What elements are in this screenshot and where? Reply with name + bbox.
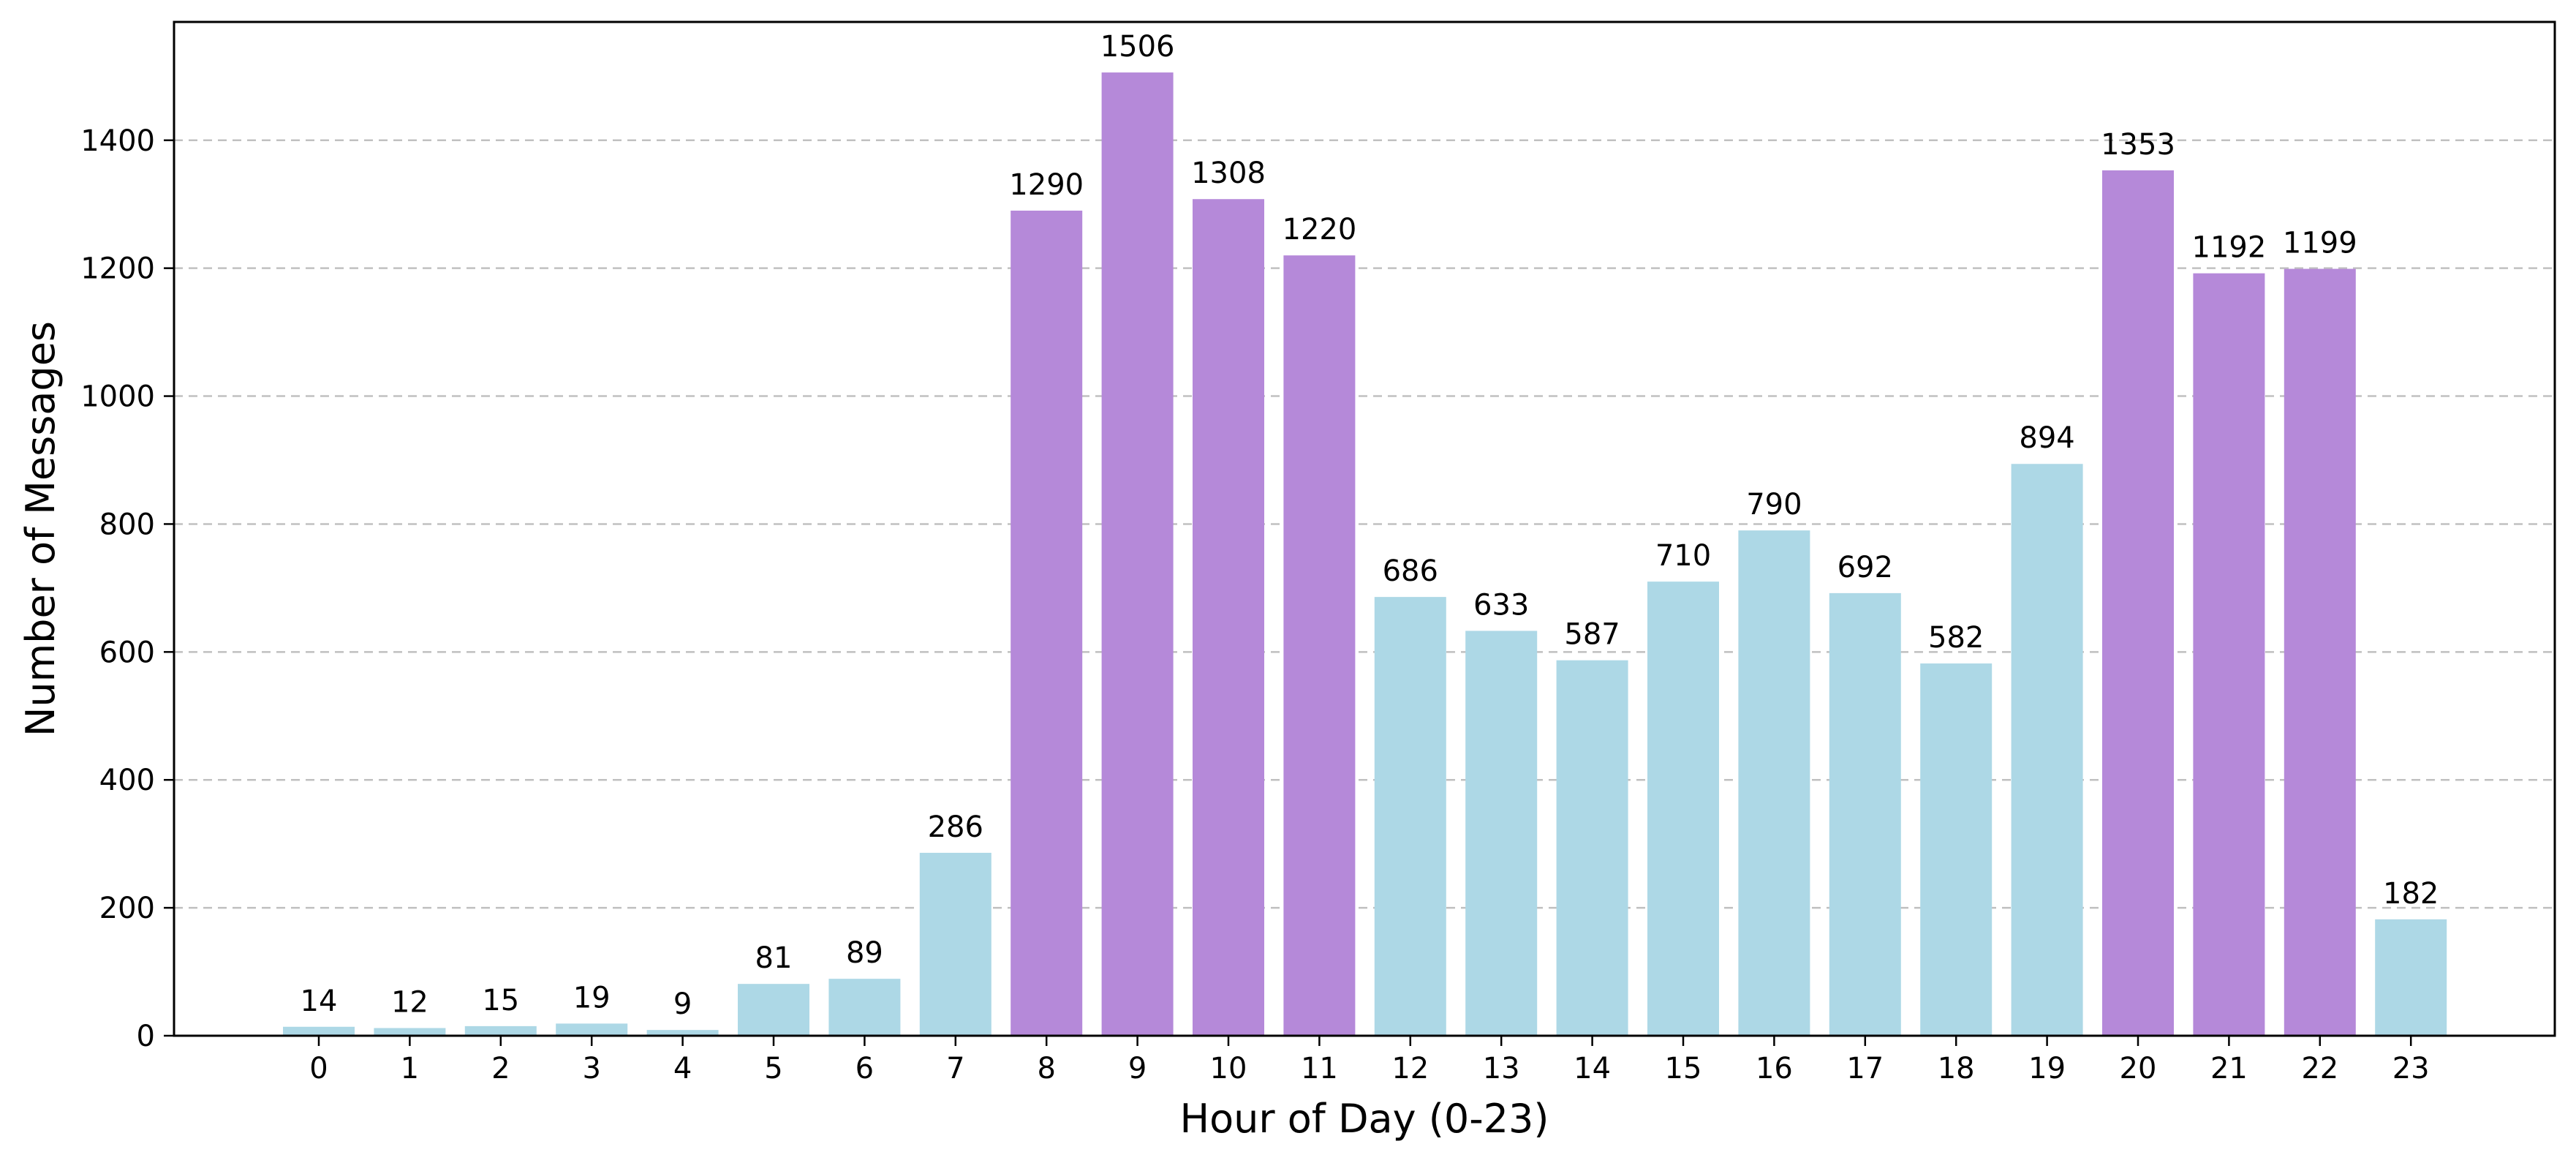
x-tick-label: 1: [401, 1052, 419, 1085]
bar-hour-13: [1465, 631, 1538, 1036]
x-axis-title: Hour of Day (0-23): [1180, 1096, 1549, 1142]
value-label: 710: [1655, 539, 1711, 573]
value-label: 633: [1473, 588, 1529, 622]
value-label: 9: [673, 987, 692, 1021]
x-tick-label: 13: [1483, 1052, 1520, 1085]
bar-hour-14: [1556, 660, 1628, 1036]
value-label: 587: [1564, 618, 1620, 652]
y-tick-label: 600: [99, 636, 155, 669]
x-tick-label: 11: [1301, 1052, 1338, 1085]
y-axis-ticks: 0 200 400 600 800 1000 1200 1400: [80, 124, 174, 1053]
bar-hour-12: [1374, 597, 1446, 1036]
x-tick-label: 21: [2210, 1052, 2248, 1085]
value-labels: 14 12 15 19 9 81 89 286 1290 1506 1308 1220 686 633 58…: [301, 30, 2439, 1021]
y-axis-title: Number of Messages: [18, 321, 64, 737]
value-label: 81: [755, 941, 793, 975]
x-tick-label: 5: [764, 1052, 782, 1085]
bar-hour-4: [646, 1030, 719, 1036]
value-label: 692: [1837, 551, 1893, 584]
value-label: 686: [1383, 554, 1438, 588]
bar-hour-11: [1283, 255, 1356, 1036]
x-tick-label: 14: [1574, 1052, 1611, 1085]
bar-hour-20: [2102, 170, 2174, 1036]
x-tick-label: 17: [1846, 1052, 1884, 1085]
value-label: 286: [928, 810, 983, 844]
bar-hour-16: [1738, 530, 1810, 1036]
x-tick-label: 6: [855, 1052, 874, 1085]
value-label: 15: [482, 984, 519, 1017]
x-tick-label: 12: [1391, 1052, 1429, 1085]
value-label: 1308: [1191, 157, 1266, 190]
y-tick-label: 1000: [80, 380, 155, 414]
x-tick-label: 3: [582, 1052, 600, 1085]
value-label: 12: [391, 986, 428, 1020]
value-label: 1220: [1283, 213, 1357, 246]
bar-hour-23: [2375, 919, 2447, 1036]
x-tick-label: 9: [1128, 1052, 1147, 1085]
x-tick-label: 16: [1756, 1052, 1793, 1085]
bar-hour-19: [2011, 464, 2083, 1036]
value-label: 894: [2019, 421, 2074, 455]
y-tick-label: 0: [137, 1020, 155, 1053]
value-label: 19: [573, 981, 611, 1015]
value-label: 1290: [1009, 168, 1084, 202]
value-label: 1192: [2192, 231, 2267, 265]
bar-hour-3: [556, 1023, 628, 1036]
y-tick-label: 400: [99, 764, 155, 797]
bar-hour-10: [1193, 199, 1264, 1036]
bar-hour-0: [283, 1026, 355, 1036]
bar-hour-8: [1011, 210, 1083, 1036]
x-tick-label: 8: [1037, 1052, 1055, 1085]
bar-hour-7: [919, 852, 992, 1036]
bars: [283, 72, 2447, 1036]
x-tick-label: 4: [673, 1052, 692, 1085]
grid-lines: [174, 139, 2555, 909]
bar-hour-2: [464, 1025, 537, 1036]
bar-hour-22: [2284, 268, 2356, 1036]
bar-hour-18: [1920, 663, 1993, 1036]
bar-hour-9: [1101, 72, 1174, 1036]
y-tick-label: 1200: [80, 252, 155, 286]
x-tick-label: 10: [1210, 1052, 1247, 1085]
x-tick-label: 22: [2301, 1052, 2338, 1085]
x-tick-label: 20: [2120, 1052, 2157, 1085]
bar-hour-6: [828, 979, 901, 1036]
value-label: 582: [1928, 621, 1984, 655]
x-tick-label: 15: [1665, 1052, 1702, 1085]
plot-frame: [173, 20, 2556, 1037]
value-label: 1353: [2101, 128, 2175, 162]
x-tick-label: 18: [1938, 1052, 1975, 1085]
x-tick-label: 0: [309, 1052, 328, 1085]
y-tick-label: 800: [99, 508, 155, 541]
x-tick-label: 7: [946, 1052, 964, 1085]
bar-hour-5: [738, 984, 809, 1036]
y-tick-label: 200: [99, 892, 155, 925]
x-tick-label: 23: [2392, 1052, 2430, 1085]
value-label: 790: [1746, 488, 1802, 522]
y-tick-label: 1400: [80, 124, 155, 158]
x-tick-label: 19: [2028, 1052, 2066, 1085]
value-label: 1506: [1100, 30, 1175, 64]
value-label: 182: [2383, 877, 2439, 911]
value-label: 89: [846, 936, 883, 970]
bar-hour-1: [374, 1028, 446, 1036]
x-axis-ticks: 0 1 2 3 4 5 6 7 8 9 10 11 12 13 14 15 16 17 18 19 20 21 22 23: [309, 1036, 2430, 1085]
bar-hour-17: [1829, 592, 1901, 1036]
bar-hour-21: [2193, 273, 2265, 1036]
value-label: 14: [301, 985, 338, 1018]
x-tick-label: 2: [491, 1052, 510, 1085]
value-label: 1199: [2283, 227, 2357, 260]
bar-hour-15: [1647, 582, 1719, 1036]
